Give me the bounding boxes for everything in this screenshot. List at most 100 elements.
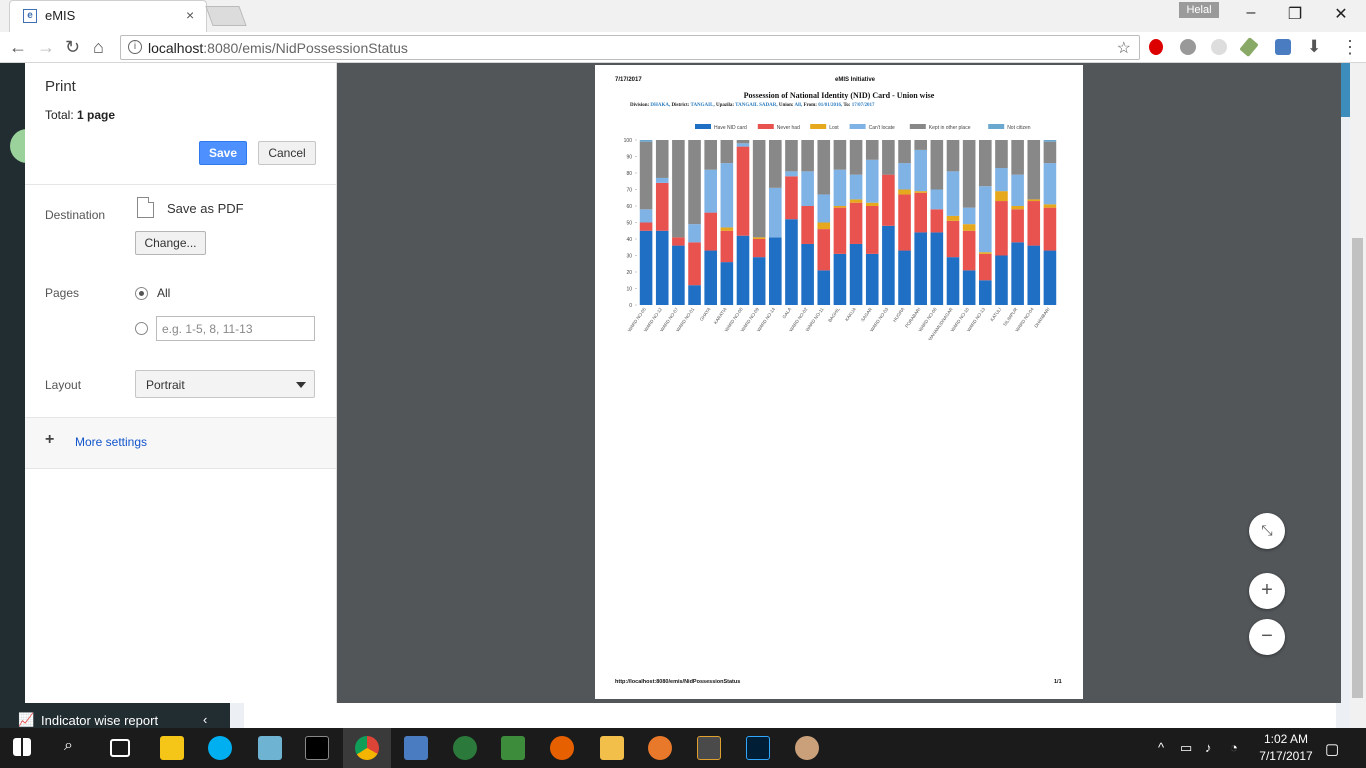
bar-segment <box>817 270 831 305</box>
bar-segment <box>688 224 701 243</box>
cube-extension-icon[interactable] <box>1275 39 1291 55</box>
save-button[interactable]: Save <box>199 141 247 165</box>
globe-extension-icon[interactable] <box>1180 39 1196 55</box>
address-bar[interactable]: i localhost:8080/emis/NidPossessionStatu… <box>120 35 1140 60</box>
pages-range-input[interactable] <box>156 316 315 341</box>
legend-swatch <box>988 124 1005 129</box>
uc-browser-icon[interactable] <box>648 736 672 760</box>
page-scrollbar[interactable] <box>1350 63 1366 728</box>
bar-segment <box>1043 163 1057 205</box>
window-close-icon[interactable]: ✕ <box>1334 6 1348 23</box>
photoshop-icon[interactable] <box>746 736 770 760</box>
back-icon[interactable]: ← <box>9 37 27 57</box>
home-icon[interactable]: ⌂ <box>93 37 104 57</box>
taskbar-clock[interactable]: 1:02 AM 7/17/2017 <box>1256 731 1316 765</box>
change-destination-button[interactable]: Change... <box>135 231 206 255</box>
bar-segment <box>995 255 1008 305</box>
bar-segment <box>801 206 814 244</box>
layout-select[interactable]: Portrait <box>135 370 315 398</box>
bar-segment <box>865 159 879 203</box>
virtualbox-icon[interactable] <box>404 736 428 760</box>
bar-segment <box>704 169 717 213</box>
notification-icon[interactable]: ▢ <box>1325 741 1340 758</box>
minimize-icon[interactable]: – <box>1246 4 1256 21</box>
y-tick-label: 0 <box>629 303 632 309</box>
chrome-icon[interactable] <box>355 736 379 760</box>
browser-titlebar: e eMIS × Helal – ❐ ✕ <box>0 0 1366 32</box>
bar-segment <box>898 189 911 195</box>
bar-segment <box>898 194 911 251</box>
x-tick-label: KATULI <box>989 307 1002 323</box>
bar-segment <box>801 243 814 305</box>
volume-icon[interactable]: ♪ <box>1205 740 1212 755</box>
total-label: Total: <box>45 108 74 122</box>
sidebar-item-indicator-report[interactable]: 📈 Indicator wise report ‹ <box>0 710 230 734</box>
browser-tab[interactable]: e eMIS × <box>9 0 207 32</box>
bar-segment <box>865 202 879 206</box>
sticky-notes-icon[interactable] <box>160 736 184 760</box>
bar-segment <box>849 140 863 175</box>
site-info-icon[interactable]: i <box>128 40 142 54</box>
download-icon[interactable]: ⬇ <box>1307 37 1322 56</box>
bar-segment <box>704 250 717 305</box>
bar-segment <box>801 140 814 172</box>
scrollbar-thumb[interactable] <box>1352 238 1363 698</box>
search-icon[interactable]: ⌕ <box>64 737 73 754</box>
notepad-plus-icon[interactable] <box>501 736 525 760</box>
bar-segment <box>639 209 653 223</box>
y-tick-label: 90 <box>626 155 632 161</box>
print-title: Print <box>45 78 76 95</box>
bar-segment <box>995 168 1008 192</box>
tab-close-icon[interactable]: × <box>186 7 195 23</box>
clock-date: 7/17/2017 <box>1259 749 1313 763</box>
page-header-date: 7/17/2017 <box>615 77 642 83</box>
fit-to-page-icon[interactable]: ⤡ <box>1249 513 1285 549</box>
skype-icon[interactable] <box>208 736 232 760</box>
x-tick-label: SILIMPUR <box>1002 306 1019 327</box>
zoom-in-icon[interactable]: + <box>1249 573 1285 609</box>
app-icon[interactable] <box>453 736 477 760</box>
opera-extension-icon[interactable] <box>1149 39 1163 55</box>
bar-segment <box>1043 250 1057 305</box>
wifi-icon[interactable]: ◔ <box>1230 740 1238 755</box>
bar-segment <box>720 140 734 164</box>
sublime-text-icon[interactable] <box>697 736 721 760</box>
color-picker-extension-icon[interactable] <box>1239 37 1259 57</box>
bar-segment <box>688 285 701 305</box>
legend-label: Not citizen <box>1007 125 1031 131</box>
tray-chevron-icon[interactable]: ^ <box>1158 740 1165 755</box>
reload-icon[interactable]: ↻ <box>65 37 81 57</box>
windows-start-icon[interactable] <box>13 738 31 756</box>
profile-badge[interactable]: Helal <box>1179 2 1219 18</box>
filter-label: Upazila: <box>715 103 736 108</box>
pages-custom-radio[interactable] <box>135 322 148 335</box>
restore-icon[interactable]: ❐ <box>1287 6 1303 23</box>
pages-all-radio[interactable] <box>135 287 148 300</box>
firefox-icon[interactable] <box>550 736 574 760</box>
pages-all-label: All <box>157 286 171 300</box>
app-icon[interactable] <box>258 736 282 760</box>
paint-icon[interactable] <box>795 736 819 760</box>
forward-icon[interactable]: → <box>37 37 55 57</box>
file-explorer-icon[interactable] <box>600 736 624 760</box>
bar-segment <box>849 174 863 200</box>
cancel-button[interactable]: Cancel <box>258 141 316 165</box>
print-preview-area: 7/17/2017 eMIS Initiative Possession of … <box>337 63 1341 703</box>
zoom-out-icon[interactable]: − <box>1249 619 1285 655</box>
bar-segment <box>979 186 992 253</box>
new-tab-button[interactable] <box>205 6 247 26</box>
bookmark-star-icon[interactable]: ☆ <box>1116 40 1131 57</box>
bar-segment <box>817 222 831 230</box>
x-tick-label: KAKUA <box>844 307 857 322</box>
filter-label: Union: <box>778 103 795 108</box>
print-settings-panel: Print Total: 1 page Save Cancel Destinat… <box>25 63 337 703</box>
destination-value: Save as PDF <box>167 201 244 216</box>
task-view-icon[interactable] <box>110 739 130 757</box>
menu-icon[interactable]: ⋮ <box>1341 37 1359 57</box>
battery-icon[interactable]: ▭ <box>1180 740 1193 755</box>
filter-value: TANGAIL SADAR, <box>735 103 779 108</box>
x-tick-label: KARATIA <box>713 307 728 325</box>
bar-segment <box>914 149 927 192</box>
command-prompt-icon[interactable] <box>305 736 329 760</box>
extension-icon[interactable] <box>1211 39 1227 55</box>
